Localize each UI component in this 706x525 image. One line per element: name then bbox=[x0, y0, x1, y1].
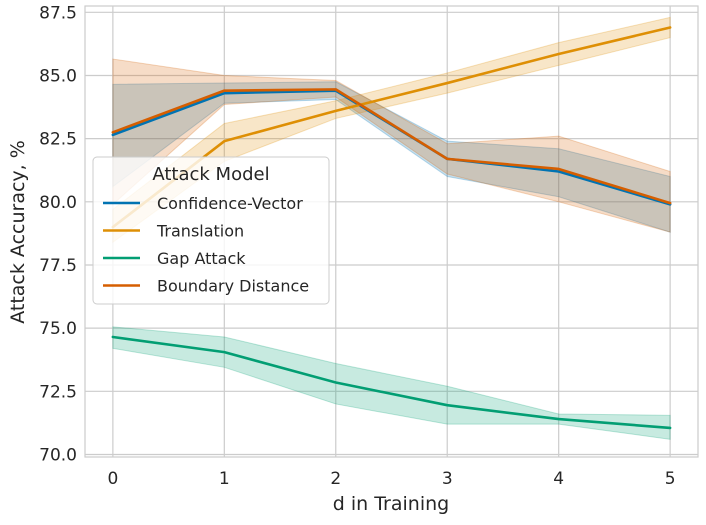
x-tick-label: 2 bbox=[330, 469, 341, 489]
x-tick-label: 1 bbox=[219, 469, 230, 489]
boundary-distance-line bbox=[111, 88, 672, 205]
y-tick-label: 85.0 bbox=[39, 66, 77, 86]
y-tick-label: 82.5 bbox=[39, 130, 77, 150]
x-axis-label: d in Training bbox=[333, 493, 449, 515]
x-tick-label: 4 bbox=[553, 469, 564, 489]
legend: Attack Model Confidence-Vector Translatio… bbox=[92, 156, 330, 305]
legend-title: Attack Model bbox=[152, 164, 269, 185]
x-tick-label: 3 bbox=[442, 469, 453, 489]
y-tick-label: 75.0 bbox=[39, 319, 77, 339]
y-tick-label: 77.5 bbox=[39, 256, 77, 276]
legend-label: Confidence-Vector bbox=[157, 194, 303, 213]
legend-item: Boundary Distance bbox=[103, 277, 309, 296]
legend-item: Gap Attack bbox=[103, 249, 246, 268]
y-tick-label: 87.5 bbox=[39, 3, 77, 23]
gap-attack-line bbox=[111, 335, 672, 430]
y-axis-label: Attack Accuracy, % bbox=[7, 140, 29, 324]
legend-label: Gap Attack bbox=[157, 249, 246, 268]
legend-item: Confidence-Vector bbox=[103, 194, 303, 213]
x-tick-label: 5 bbox=[665, 469, 676, 489]
y-tick-label: 80.0 bbox=[39, 193, 77, 213]
x-tick-label: 0 bbox=[107, 469, 118, 489]
gap-attack-band bbox=[112, 326, 671, 440]
confidence-vector-band bbox=[112, 81, 671, 233]
series-lines bbox=[111, 26, 672, 430]
legend-items: Confidence-Vector Translation Gap Attack Bo… bbox=[103, 194, 309, 296]
legend-item: Translation bbox=[103, 222, 244, 241]
translation-line bbox=[111, 26, 672, 229]
y-tick-label: 72.5 bbox=[39, 382, 77, 402]
boundary-distance-band bbox=[112, 58, 671, 233]
legend-label: Boundary Distance bbox=[157, 277, 309, 296]
x-axis-ticks: 0 1 2 3 4 5 bbox=[107, 469, 675, 489]
y-axis-ticks: 70.0 72.5 75.0 77.5 80.0 82.5 85.0 87.5 bbox=[39, 3, 77, 465]
legend-box bbox=[92, 156, 330, 305]
legend-label: Translation bbox=[156, 222, 244, 241]
y-tick-label: 70.0 bbox=[39, 445, 77, 465]
